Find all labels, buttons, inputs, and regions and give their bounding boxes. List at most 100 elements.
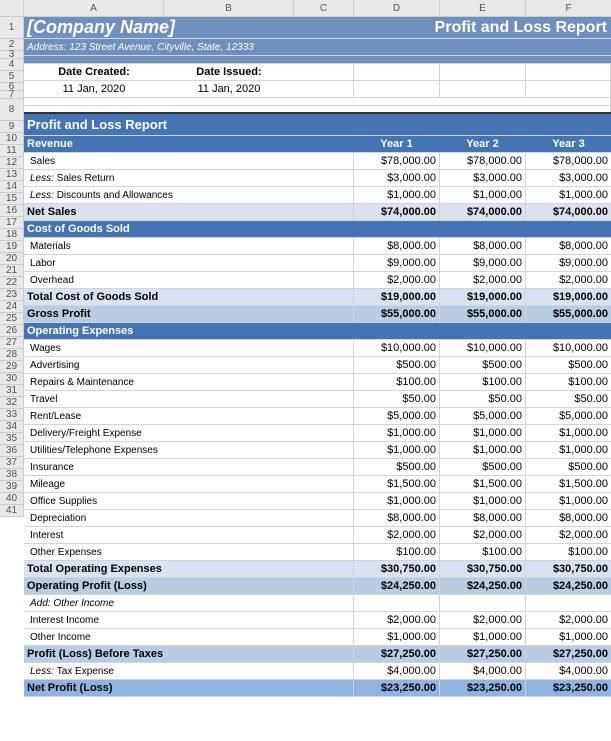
row-header[interactable]: 10	[0, 133, 24, 145]
insurance-y3[interactable]: $500.00	[526, 459, 611, 475]
materials-y3[interactable]: $8,000.00	[526, 238, 611, 254]
row-header[interactable]: 38	[0, 469, 24, 481]
wages-y1[interactable]: $10,000.00	[354, 340, 440, 356]
row-header[interactable]: 15	[0, 193, 24, 205]
total-opex-y3[interactable]: $30,750.00	[526, 561, 611, 577]
row-header[interactable]: 1	[0, 17, 24, 39]
sales-y3[interactable]: $78,000.00	[526, 153, 611, 169]
office-y3[interactable]: $1,000.00	[526, 493, 611, 509]
tax-y2[interactable]: $4,000.00	[440, 663, 526, 679]
delivery-label[interactable]: Delivery/Freight Expense	[24, 425, 354, 441]
cell[interactable]	[440, 81, 526, 97]
year3-header[interactable]: Year 3	[526, 136, 611, 152]
utilities-y1[interactable]: $1,000.00	[354, 442, 440, 458]
row-header[interactable]: 13	[0, 169, 24, 181]
net-profit-y1[interactable]: $23,250.00	[354, 680, 440, 696]
row-header[interactable]: 23	[0, 289, 24, 301]
labor-y1[interactable]: $9,000.00	[354, 255, 440, 271]
other-exp-y2[interactable]: $100.00	[440, 544, 526, 560]
row-header[interactable]: 20	[0, 253, 24, 265]
cell[interactable]	[294, 17, 354, 38]
opex-label[interactable]: Operating Expenses	[24, 323, 354, 339]
row-header[interactable]: 35	[0, 433, 24, 445]
delivery-y3[interactable]: $1,000.00	[526, 425, 611, 441]
travel-y3[interactable]: $50.00	[526, 391, 611, 407]
interest-label[interactable]: Interest	[24, 527, 354, 543]
profit-before-tax-y3[interactable]: $27,250.00	[526, 646, 611, 662]
sales-return-y3[interactable]: $3,000.00	[526, 170, 611, 186]
repairs-label[interactable]: Repairs & Maintenance	[24, 374, 354, 390]
row-header[interactable]: 30	[0, 373, 24, 385]
net-profit-label[interactable]: Net Profit (Loss)	[24, 680, 354, 696]
labor-y3[interactable]: $9,000.00	[526, 255, 611, 271]
mileage-y3[interactable]: $1,500.00	[526, 476, 611, 492]
materials-label[interactable]: Materials	[24, 238, 354, 254]
total-cogs-y3[interactable]: $19,000.00	[526, 289, 611, 305]
profit-before-tax-y1[interactable]: $27,250.00	[354, 646, 440, 662]
discounts-label[interactable]: Less: Discounts and Allowances	[24, 187, 354, 203]
date-created-value[interactable]: 11 Jan, 2020	[24, 81, 164, 97]
row-header[interactable]: 17	[0, 217, 24, 229]
travel-label[interactable]: Travel	[24, 391, 354, 407]
sales-return-y1[interactable]: $3,000.00	[354, 170, 440, 186]
total-opex-label[interactable]: Total Operating Expenses	[24, 561, 354, 577]
col-header-c[interactable]: C	[294, 0, 354, 16]
row-header[interactable]: 19	[0, 241, 24, 253]
row-header[interactable]: 29	[0, 361, 24, 373]
cell[interactable]	[294, 64, 354, 80]
cell[interactable]	[526, 323, 611, 339]
row-header[interactable]: 26	[0, 325, 24, 337]
revenue-label[interactable]: Revenue	[24, 136, 354, 152]
cell[interactable]	[354, 221, 440, 237]
net-sales-y2[interactable]: $74,000.00	[440, 204, 526, 220]
other-exp-y3[interactable]: $100.00	[526, 544, 611, 560]
overhead-y3[interactable]: $2,000.00	[526, 272, 611, 288]
depreciation-label[interactable]: Depreciation	[24, 510, 354, 526]
interest-inc-y3[interactable]: $2,000.00	[526, 612, 611, 628]
advertising-y1[interactable]: $500.00	[354, 357, 440, 373]
net-sales-y1[interactable]: $74,000.00	[354, 204, 440, 220]
year2-header[interactable]: Year 2	[440, 136, 526, 152]
total-cogs-y1[interactable]: $19,000.00	[354, 289, 440, 305]
other-inc-y2[interactable]: $1,000.00	[440, 629, 526, 645]
advertising-label[interactable]: Advertising	[24, 357, 354, 373]
col-header-b[interactable]: B	[164, 0, 294, 16]
cogs-label[interactable]: Cost of Goods Sold	[24, 221, 354, 237]
date-issued-label[interactable]: Date Issued:	[164, 64, 294, 80]
mileage-y1[interactable]: $1,500.00	[354, 476, 440, 492]
repairs-y3[interactable]: $100.00	[526, 374, 611, 390]
labor-y2[interactable]: $9,000.00	[440, 255, 526, 271]
materials-y2[interactable]: $8,000.00	[440, 238, 526, 254]
cell[interactable]	[354, 64, 440, 80]
profit-before-tax-label[interactable]: Profit (Loss) Before Taxes	[24, 646, 354, 662]
sales-y2[interactable]: $78,000.00	[440, 153, 526, 169]
office-label[interactable]: Office Supplies	[24, 493, 354, 509]
row-header[interactable]: 37	[0, 457, 24, 469]
sales-return-y2[interactable]: $3,000.00	[440, 170, 526, 186]
total-cogs-y2[interactable]: $19,000.00	[440, 289, 526, 305]
utilities-label[interactable]: Utilities/Telephone Expenses	[24, 442, 354, 458]
other-exp-label[interactable]: Other Expenses	[24, 544, 354, 560]
cell[interactable]	[526, 221, 611, 237]
row-header[interactable]: 41	[0, 505, 24, 517]
year1-header[interactable]: Year 1	[354, 136, 440, 152]
gross-profit-y3[interactable]: $55,000.00	[526, 306, 611, 322]
col-header-e[interactable]: E	[440, 0, 526, 16]
overhead-y2[interactable]: $2,000.00	[440, 272, 526, 288]
tax-label[interactable]: Less: Tax Expense	[24, 663, 354, 679]
row-header[interactable]: 18	[0, 229, 24, 241]
other-inc-y1[interactable]: $1,000.00	[354, 629, 440, 645]
report-title[interactable]: Profit and Loss Report	[354, 17, 611, 38]
cell[interactable]	[440, 595, 526, 611]
op-profit-y2[interactable]: $24,250.00	[440, 578, 526, 594]
company-name[interactable]: [Company Name]	[24, 17, 294, 38]
discounts-y2[interactable]: $1,000.00	[440, 187, 526, 203]
row-header[interactable]: 33	[0, 409, 24, 421]
office-y1[interactable]: $1,000.00	[354, 493, 440, 509]
cell[interactable]	[526, 595, 611, 611]
net-profit-y3[interactable]: $23,250.00	[526, 680, 611, 696]
advertising-y3[interactable]: $500.00	[526, 357, 611, 373]
rent-y3[interactable]: $5,000.00	[526, 408, 611, 424]
row-header[interactable]: 7	[0, 91, 24, 99]
row-header[interactable]: 4	[0, 59, 24, 71]
